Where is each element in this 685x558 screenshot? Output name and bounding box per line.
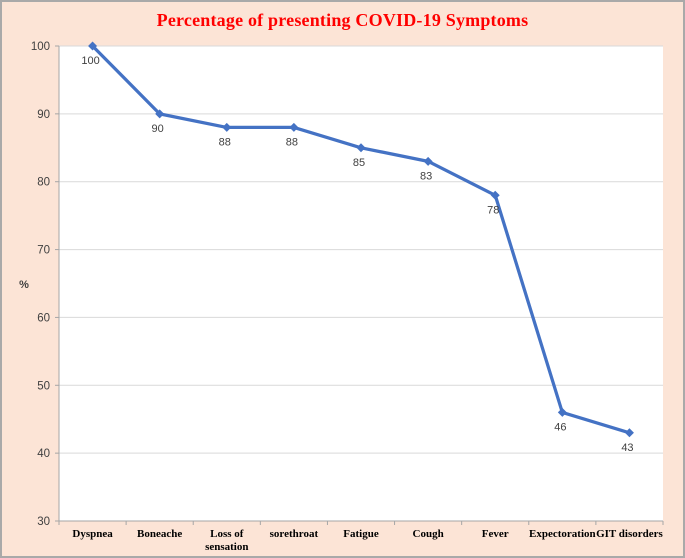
x-category-label: Expectoration — [529, 528, 596, 540]
data-label: 83 — [420, 170, 432, 182]
data-point-marker — [155, 109, 165, 119]
data-label: 90 — [152, 123, 164, 135]
data-point-marker — [490, 190, 500, 200]
y-tick-label: 90 — [37, 109, 50, 121]
y-tick-label: 70 — [37, 245, 50, 257]
y-tick-label: 60 — [37, 312, 50, 324]
y-axis-title: % — [19, 279, 29, 291]
data-point-marker — [423, 156, 433, 166]
data-label: 88 — [219, 136, 231, 148]
data-point-marker — [289, 122, 299, 132]
data-label: 78 — [487, 204, 499, 216]
data-point-marker — [624, 428, 634, 438]
x-category-label: sorethroat — [270, 528, 319, 540]
chart-title: Percentage of presenting COVID-19 Sympto… — [156, 10, 529, 30]
x-category-label: Boneache — [137, 528, 182, 540]
x-category-label: GIT disorders — [596, 528, 663, 540]
y-tick-label: 30 — [37, 516, 50, 528]
y-tick-label: 40 — [37, 448, 50, 460]
x-category-label: Cough — [413, 528, 444, 540]
y-tick-label: 50 — [37, 380, 50, 392]
data-label: 100 — [81, 55, 99, 67]
data-label: 43 — [621, 442, 633, 454]
x-category-label: Dyspnea — [72, 528, 113, 540]
data-point-marker — [557, 407, 567, 417]
data-point-marker — [356, 143, 366, 153]
x-category-label: Fever — [482, 528, 509, 540]
plot-area — [59, 46, 663, 521]
x-category-label: Fatigue — [343, 528, 379, 540]
data-label: 88 — [286, 136, 298, 148]
data-label: 46 — [554, 421, 566, 433]
x-category-label: Loss of sensation — [205, 528, 248, 553]
y-tick-label: 80 — [37, 177, 50, 189]
data-point-marker — [88, 41, 98, 51]
data-point-marker — [222, 122, 232, 132]
y-tick-label: 100 — [31, 41, 50, 53]
data-label: 85 — [353, 157, 365, 169]
